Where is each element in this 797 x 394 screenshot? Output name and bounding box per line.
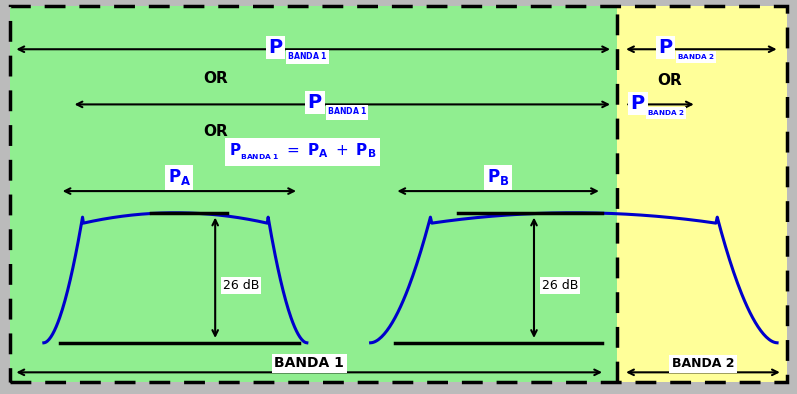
Text: BANDA 2: BANDA 2 <box>672 357 734 370</box>
Text: $\mathbf{P}_{\mathbf{_{BANDA\ 1}}}\ =\ \mathbf{P}_{\mathbf{A}}\ +\ \mathbf{P}_{\: $\mathbf{P}_{\mathbf{_{BANDA\ 1}}}\ =\ \… <box>229 141 377 162</box>
Text: $\mathbf{P}$: $\mathbf{P}$ <box>658 38 673 57</box>
Text: BANDA 1: BANDA 1 <box>274 356 344 370</box>
Text: 26 dB: 26 dB <box>542 279 579 292</box>
Text: OR: OR <box>657 73 682 88</box>
Text: $\mathbf{_{BANDA\ 2}}$: $\mathbf{_{BANDA\ 2}}$ <box>647 108 685 118</box>
Text: OR: OR <box>202 125 228 139</box>
Text: $\mathbf{P}_{\mathbf{B}}$: $\mathbf{P}_{\mathbf{B}}$ <box>487 167 509 187</box>
Text: $\mathbf{_{BANDA\ 1}}$: $\mathbf{_{BANDA\ 1}}$ <box>287 51 328 63</box>
Text: $\mathbf{_{BANDA\ 1}}$: $\mathbf{_{BANDA\ 1}}$ <box>327 106 367 119</box>
Text: $\mathbf{P}_{\mathbf{A}}$: $\mathbf{P}_{\mathbf{A}}$ <box>167 167 191 187</box>
Text: $\mathbf{_{BANDA\ 2}}$: $\mathbf{_{BANDA\ 2}}$ <box>677 52 715 62</box>
Text: OR: OR <box>202 71 228 86</box>
Text: $\mathbf{P}$: $\mathbf{P}$ <box>268 38 283 57</box>
Bar <box>617 6 787 382</box>
Bar <box>10 6 617 382</box>
Text: 26 dB: 26 dB <box>223 279 260 292</box>
Text: $\mathbf{P}$: $\mathbf{P}$ <box>308 93 323 112</box>
Text: $\mathbf{P}$: $\mathbf{P}$ <box>630 94 646 113</box>
